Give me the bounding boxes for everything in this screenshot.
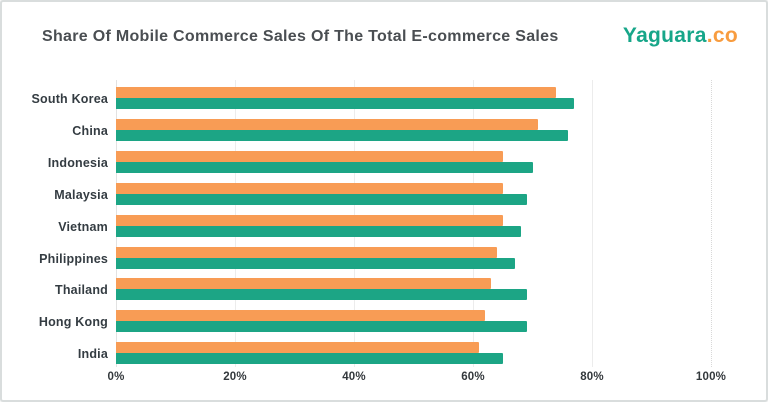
bar-orange-indonesia: [116, 150, 503, 162]
category-label-philippines: Philippines: [39, 251, 108, 266]
bar-green-thailand: [116, 289, 527, 301]
bar-green-philippines: [116, 257, 515, 269]
category-label-china: China: [72, 123, 108, 138]
category-label-thailand: Thailand: [55, 283, 108, 298]
bar-orange-philippines: [116, 246, 497, 258]
bar-orange-thailand: [116, 278, 491, 290]
yaguara-logo: Yaguara.co: [623, 24, 738, 48]
bar-orange-vietnam: [116, 214, 503, 226]
bar-green-malaysia: [116, 193, 527, 205]
category-label-hong-kong: Hong Kong: [38, 315, 108, 330]
category-label-indonesia: Indonesia: [47, 155, 108, 170]
bar-green-hong-kong: [116, 321, 527, 333]
bar-green-india: [116, 353, 503, 365]
bar-green-china: [116, 129, 569, 141]
x-axis-label-100: 100%: [695, 371, 727, 383]
bar-orange-hong-kong: [116, 310, 485, 322]
bar-orange-india: [116, 342, 479, 354]
plot-area: [116, 80, 736, 367]
gridline-100: [711, 80, 712, 367]
category-label-vietnam: Vietnam: [58, 219, 108, 234]
bar-orange-malaysia: [116, 182, 503, 194]
gridline-80: [592, 80, 593, 367]
category-label-india: India: [77, 347, 108, 362]
x-axis-label-0: 0%: [107, 371, 125, 383]
bar-orange-south-korea: [116, 87, 557, 98]
category-label-south-korea: South Korea: [31, 92, 108, 106]
bar-green-indonesia: [116, 161, 533, 173]
x-axis-label-20: 20%: [223, 371, 247, 383]
y-axis-category-labels: South Korea China Indonesia Malaysia Vietnam…: [2, 80, 108, 367]
category-label-malaysia: Malaysia: [54, 187, 108, 202]
chart-title: Share Of Mobile Commerce Sales Of The To…: [42, 28, 559, 45]
bar-green-south-korea: [116, 98, 575, 109]
x-axis-label-80: 80%: [580, 371, 604, 383]
x-axis-label-60: 60%: [461, 371, 485, 383]
bar-green-vietnam: [116, 225, 521, 237]
logo-text-suffix: .co: [706, 24, 738, 47]
logo-text-main: Yaguara: [622, 24, 707, 47]
bar-orange-china: [116, 118, 539, 130]
x-axis-tick-labels: 0% 20% 40% 60% 80% 100%: [107, 371, 736, 387]
x-axis-label-40: 40%: [342, 371, 366, 383]
